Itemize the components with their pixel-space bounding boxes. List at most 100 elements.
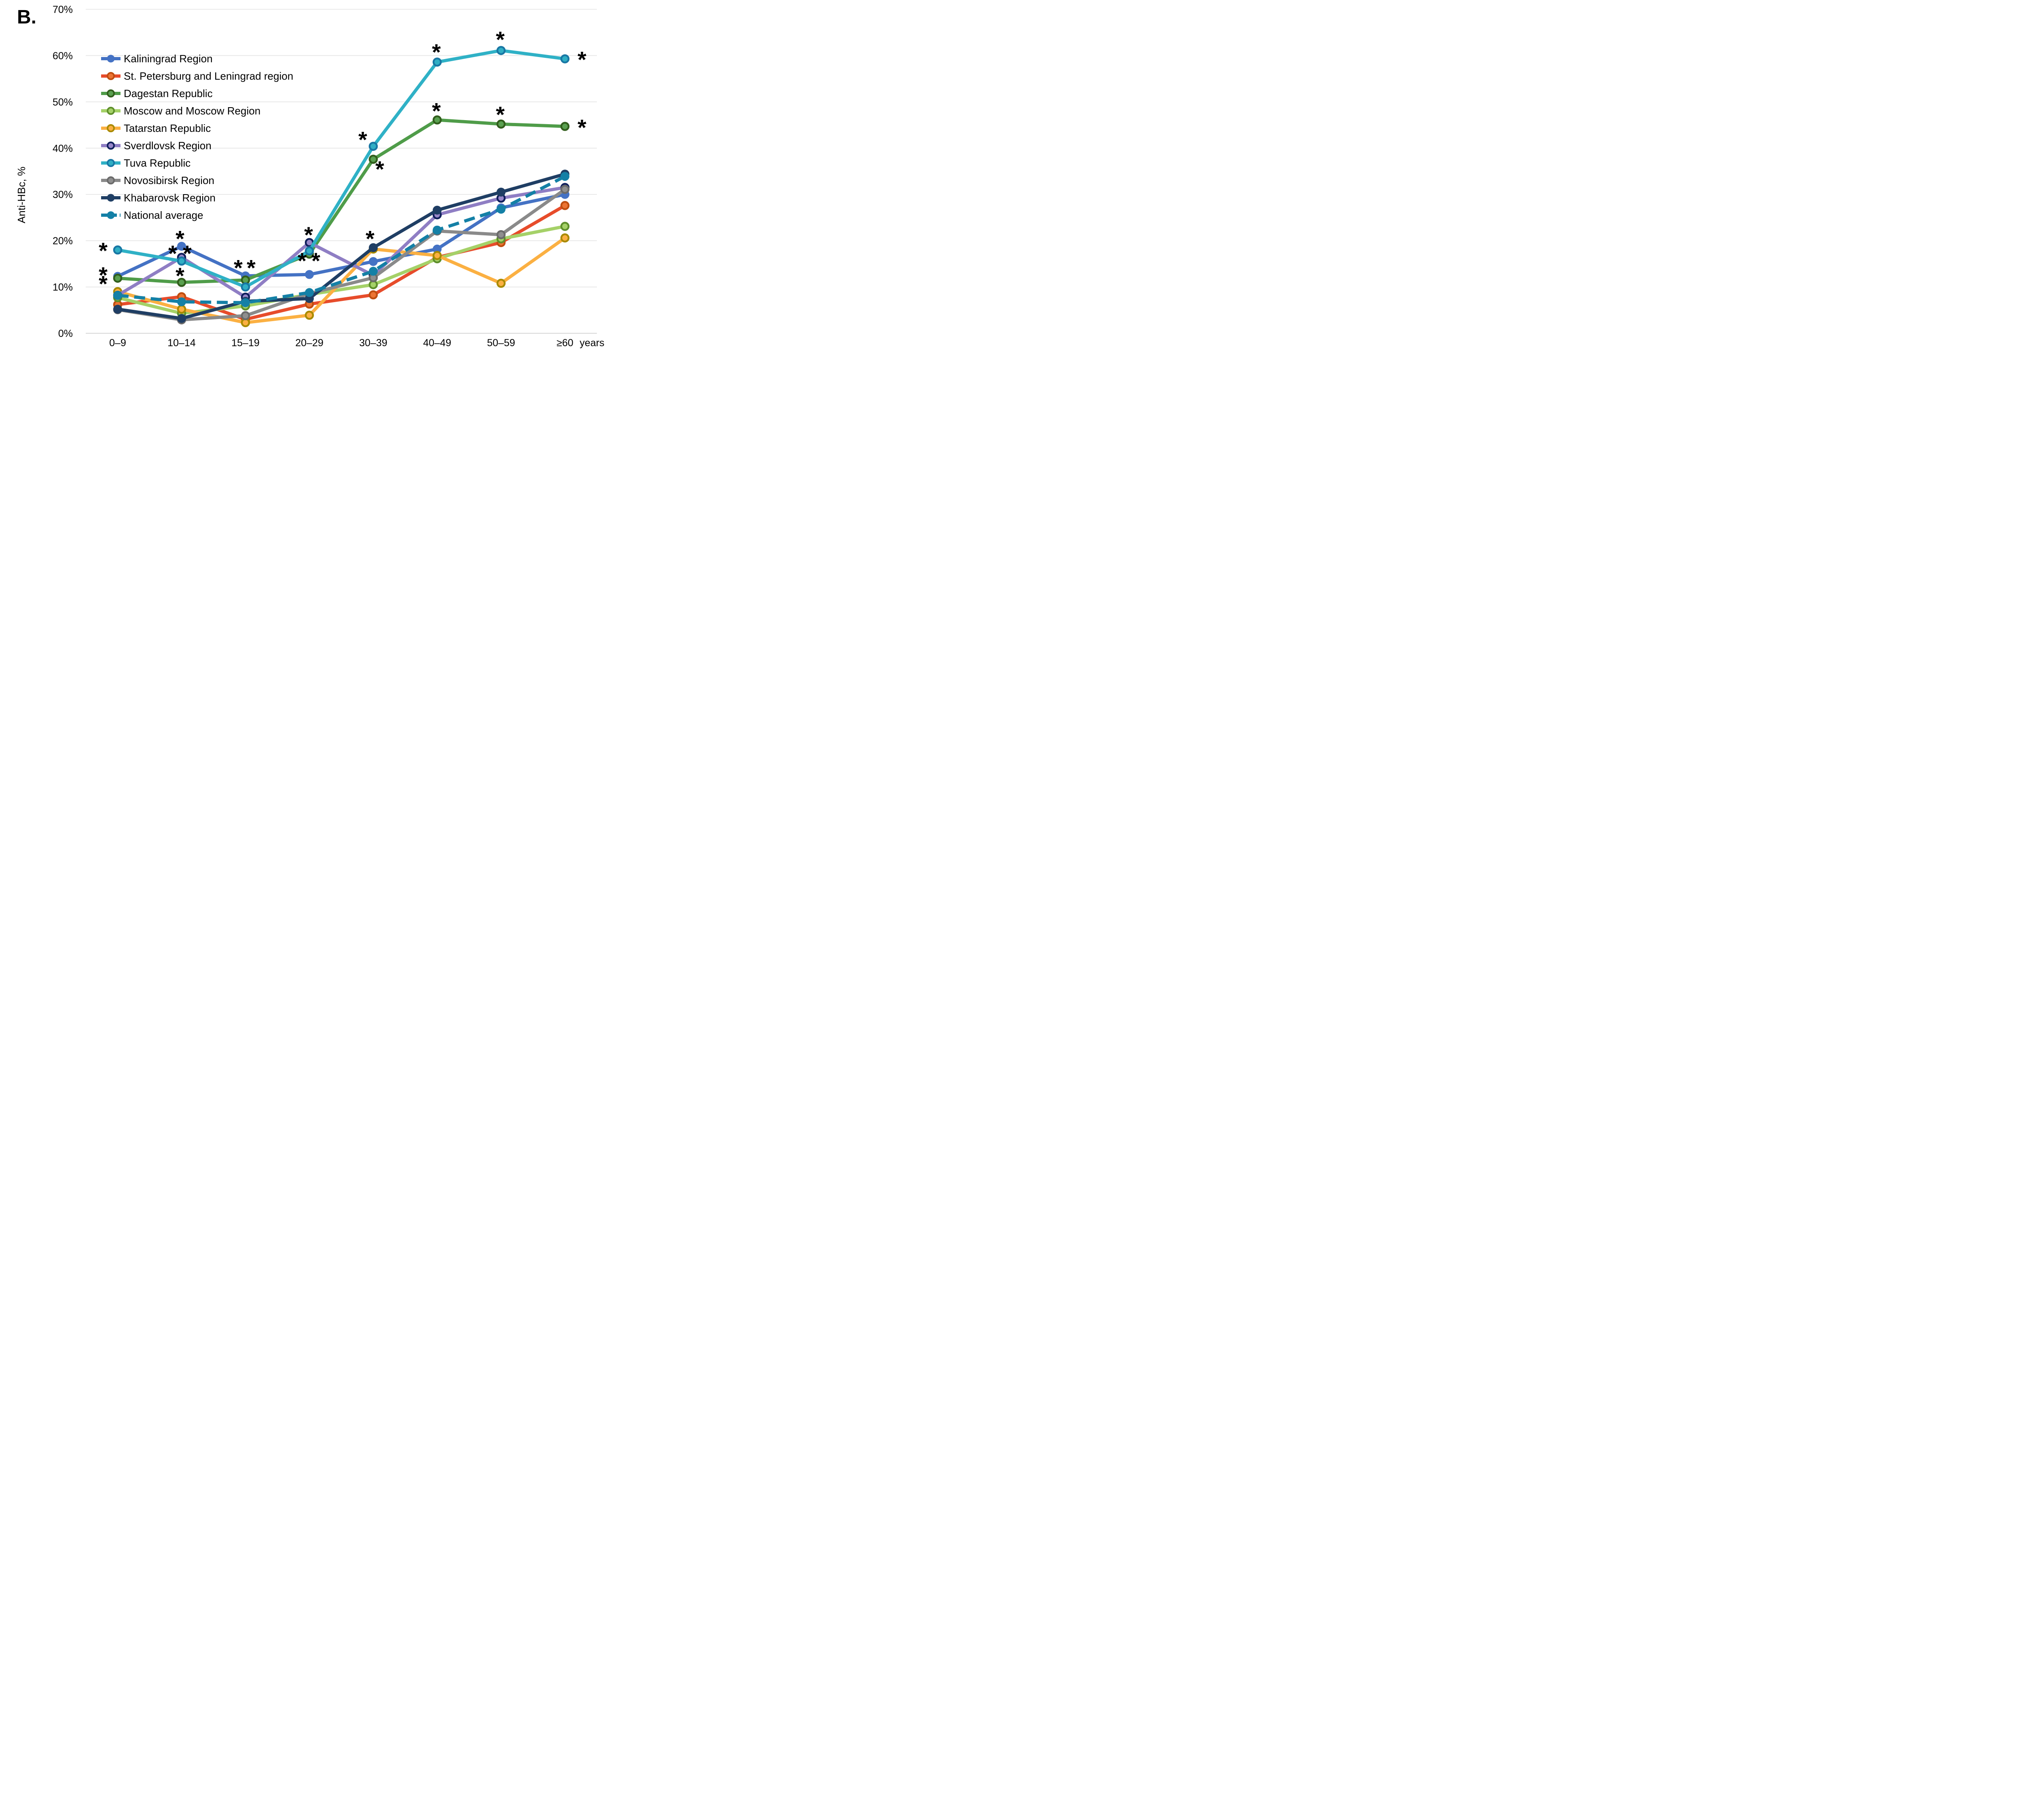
data-point xyxy=(497,187,506,197)
data-point xyxy=(113,245,123,255)
x-tick-label-60: ≥60 xyxy=(556,337,573,349)
data-point xyxy=(560,201,570,210)
asterisk-tuva-republic: * xyxy=(311,248,320,273)
data-point xyxy=(433,205,442,215)
legend-item-dagestan-republic: Dagestan Republic xyxy=(101,87,213,99)
data-point xyxy=(560,184,570,194)
x-tick-label-20-29: 20–29 xyxy=(295,337,324,349)
asterisk-dagestan-republic: * xyxy=(298,248,307,273)
legend-label: Kaliningrad Region xyxy=(124,53,213,65)
data-point xyxy=(113,273,123,283)
data-point xyxy=(560,172,569,181)
data-point xyxy=(177,297,186,307)
series-tuva-republic xyxy=(113,46,570,292)
asterisk-sverdlovsk-region: * xyxy=(304,222,313,248)
panel-label: B. xyxy=(17,6,36,28)
series-dagestan-republic xyxy=(113,115,570,287)
data-point xyxy=(305,288,314,297)
data-point xyxy=(369,267,378,276)
data-point xyxy=(305,311,314,320)
legend-label: National average xyxy=(124,209,203,221)
series-line-tuva-republic xyxy=(117,49,565,289)
asterisk-dagestan-republic: * xyxy=(577,115,586,140)
data-point xyxy=(560,222,570,231)
y-tick-label-20: 20% xyxy=(53,235,73,247)
asterisk-tuva-republic: * xyxy=(577,47,586,72)
legend-marker-point xyxy=(107,142,115,150)
asterisk-kaliningrad-region: * xyxy=(99,262,108,288)
asterisk-tuva-republic: * xyxy=(99,238,108,263)
legend-marker-point xyxy=(107,194,115,202)
legend-item-tatarstan-republic: Tatarstan Republic xyxy=(101,122,211,134)
figure-panel-b: 0% 10% 20% 30% 40% 50% 60% 70% 0–9 10–14 15–19 20–… xyxy=(0,0,647,364)
series-line-novosibirsk-region xyxy=(117,188,566,322)
legend-label: Sverdlovsk Region xyxy=(124,140,212,152)
y-axis-title: Anti-HBc, % xyxy=(15,167,27,223)
legend-marker-point xyxy=(107,159,115,167)
y-tick-label-40: 40% xyxy=(53,143,73,154)
data-point xyxy=(368,142,378,151)
y-axis-tick-labels: 0% 10% 20% 30% 40% 50% 60% 70% xyxy=(53,4,73,339)
asterisk-kaliningrad-region: * xyxy=(176,226,184,251)
data-point xyxy=(305,270,314,279)
asterisk-dagestan-republic: * xyxy=(496,102,505,127)
data-point xyxy=(241,311,250,320)
asterisk-tuva-republic: * xyxy=(358,127,367,152)
asterisk-tuva-republic: * xyxy=(496,27,505,52)
data-point xyxy=(496,119,506,129)
x-tick-label-40-49: 40–49 xyxy=(423,337,451,349)
legend-item-national-average: National average xyxy=(101,209,203,221)
asterisk-tuva-republic: * xyxy=(432,39,441,65)
data-point xyxy=(560,54,570,63)
data-point xyxy=(432,251,442,260)
data-point xyxy=(113,305,122,314)
asterisk-dagestan-republic: * xyxy=(432,98,441,123)
legend-marker-point xyxy=(107,72,115,80)
legend-label: Tatarstan Republic xyxy=(124,122,211,134)
asterisk-tuva-republic: * xyxy=(168,241,177,266)
data-point xyxy=(496,230,506,239)
data-point xyxy=(369,243,378,252)
asterisk-dagestan-republic: * xyxy=(176,263,184,288)
series-line-kaliningrad-region xyxy=(117,193,565,278)
series-national-average xyxy=(113,172,569,307)
legend-label: Khabarovsk Region xyxy=(124,192,216,204)
data-point xyxy=(241,298,250,307)
series-lines xyxy=(113,46,570,327)
legend-item-khabarovsk-region: Khabarovsk Region xyxy=(101,192,216,204)
asterisk-dagestan-republic: * xyxy=(375,157,384,182)
data-point xyxy=(432,115,442,125)
data-point xyxy=(497,205,506,214)
data-point xyxy=(305,246,314,256)
asterisk-kaliningrad-region: * xyxy=(234,255,243,280)
legend-item-st-petersburg-and-leningrad-region: St. Petersburg and Leningrad region xyxy=(101,70,293,82)
data-point xyxy=(433,225,442,235)
series-line-national-average xyxy=(117,175,566,305)
x-axis-tick-labels: 0–9 10–14 15–19 20–29 30–39 40–49 50–59 ≥60 xyxy=(109,337,573,349)
asterisk-sverdlovsk-region: * xyxy=(183,241,192,266)
legend-marker-point xyxy=(107,107,115,115)
y-tick-label-70: 70% xyxy=(53,4,73,15)
x-tick-label-10-14: 10–14 xyxy=(167,337,196,349)
x-tick-label-0-9: 0–9 xyxy=(109,337,126,349)
legend-marker-point xyxy=(107,211,115,219)
legend-marker-point xyxy=(107,55,115,63)
x-tick-label-50-59: 50–59 xyxy=(487,337,515,349)
legend: Kaliningrad Region St. Petersburg and Len… xyxy=(101,53,293,221)
data-point xyxy=(177,305,186,314)
data-point xyxy=(177,256,186,266)
asterisk-dagestan-republic: * xyxy=(247,255,256,280)
y-tick-label-0: 0% xyxy=(58,328,73,339)
data-point xyxy=(496,279,506,288)
data-point xyxy=(496,46,506,55)
data-point xyxy=(369,257,378,266)
y-tick-label-10: 10% xyxy=(53,282,73,293)
series-line-dagestan-republic xyxy=(117,118,565,284)
y-tick-label-60: 60% xyxy=(53,50,73,61)
asterisk-dagestan-republic: * xyxy=(99,271,108,296)
y-tick-label-30: 30% xyxy=(53,189,73,201)
legend-item-sverdlovsk-region: Sverdlovsk Region xyxy=(101,140,212,152)
data-point xyxy=(177,277,186,287)
data-point xyxy=(177,241,186,251)
legend-label: St. Petersburg and Leningrad region xyxy=(124,70,293,82)
